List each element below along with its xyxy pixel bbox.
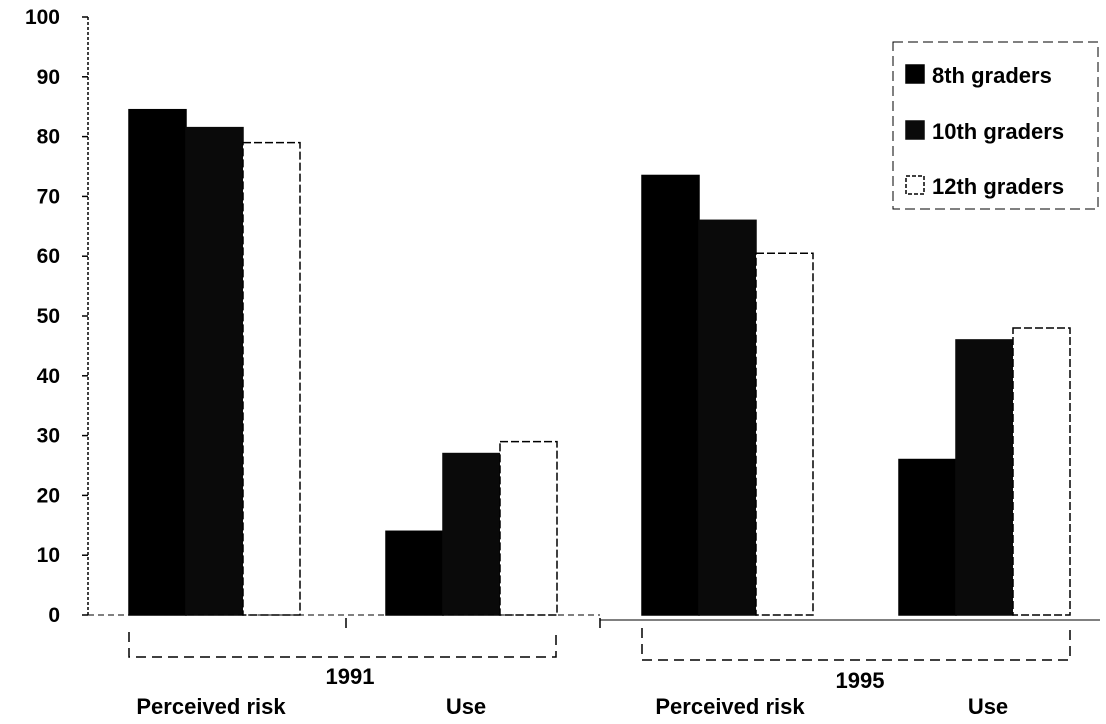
year-label: 1995 [836, 668, 885, 693]
group-brackets: 1991 1995 [128, 618, 1071, 693]
bar-10th-graders [442, 452, 501, 616]
year-bracket [128, 632, 557, 658]
legend-label: 12th graders [932, 174, 1064, 199]
legend-swatch [905, 120, 925, 140]
y-tick-label: 80 [37, 126, 60, 149]
y-tick-label: 60 [37, 245, 60, 268]
y-tick-label: 70 [37, 185, 60, 208]
bar-12th-graders [242, 141, 301, 616]
bar-12th-graders [755, 252, 814, 616]
bar-10th-graders [955, 339, 1014, 616]
category-label: Perceived risk [655, 694, 805, 719]
legend-label: 10th graders [932, 119, 1064, 144]
bar-8th-graders [128, 108, 187, 616]
category-label: Use [968, 694, 1008, 719]
y-tick-label: 10 [37, 544, 60, 567]
bar-8th-graders [641, 174, 700, 616]
y-tick-label: 20 [37, 484, 60, 507]
bar-8th-graders [385, 530, 444, 616]
legend: 8th graders 10th graders 12th graders [892, 41, 1099, 210]
bar-12th-graders [499, 440, 558, 616]
legend-swatch [905, 175, 925, 195]
legend-label: 8th graders [932, 63, 1052, 88]
bar-10th-graders [698, 219, 757, 616]
bar-8th-graders [898, 458, 957, 616]
bar-12th-graders [1012, 327, 1071, 616]
bars [88, 108, 1100, 621]
category-label: Perceived risk [136, 694, 286, 719]
y-tick-label: 100 [25, 6, 60, 29]
y-tick-label: 30 [37, 425, 60, 448]
y-tick-label: 50 [37, 305, 60, 328]
legend-box [892, 41, 1099, 210]
year-bracket [641, 628, 1071, 661]
year-label: 1991 [326, 664, 375, 689]
category-labels: Perceived risk Use Perceived risk Use [136, 694, 1008, 719]
y-tick-label: 90 [37, 66, 60, 89]
y-axis: 0 10 20 30 40 50 60 70 80 90 100 [25, 6, 89, 627]
bar-10th-graders [185, 126, 244, 616]
legend-swatch [905, 64, 925, 84]
y-tick-label: 40 [37, 365, 60, 388]
category-label: Use [446, 694, 486, 719]
y-tick-label: 0 [48, 604, 60, 627]
